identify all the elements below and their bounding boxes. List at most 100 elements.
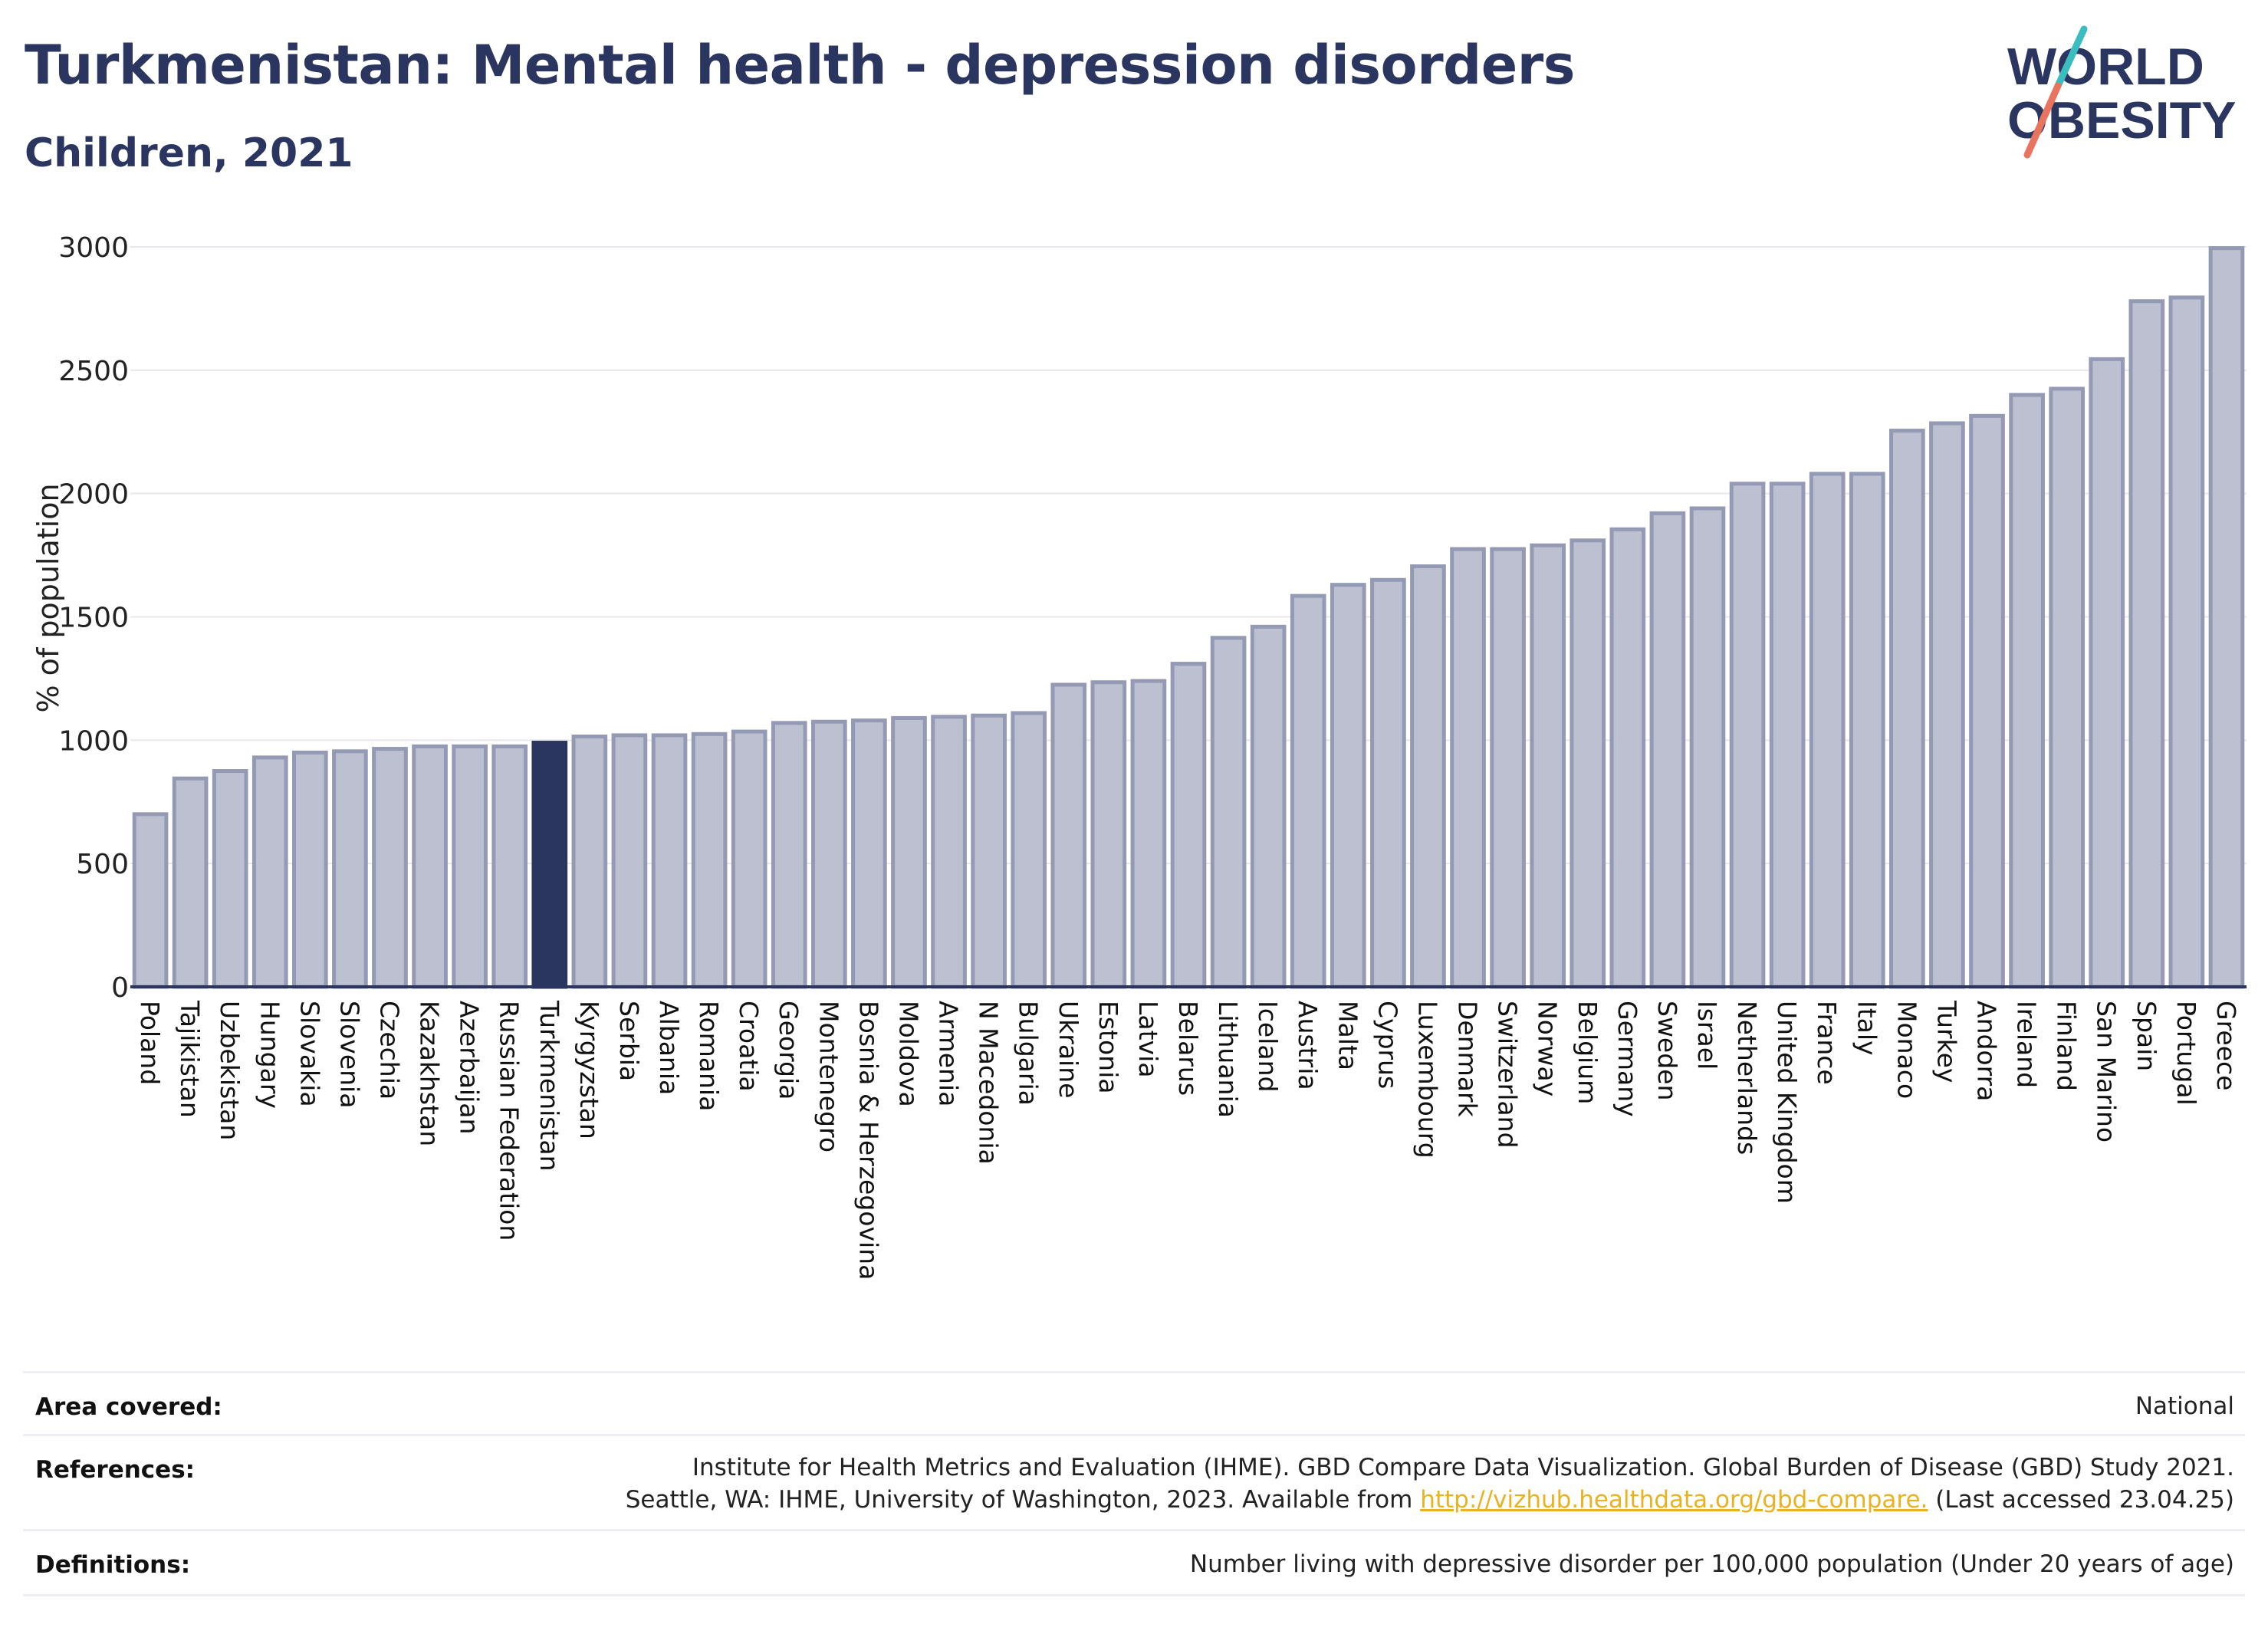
- x-tick-label: Malta: [1333, 1001, 1362, 1070]
- area-covered-label: Area covered:: [35, 1393, 222, 1421]
- bar-georgia: [771, 721, 807, 989]
- bar-serbia: [611, 733, 648, 989]
- bar-cyprus: [1370, 577, 1406, 989]
- x-tick-label: Albania: [654, 1001, 684, 1095]
- x-tick-label: San Marino: [2092, 1001, 2122, 1142]
- bar-spain: [2128, 299, 2165, 989]
- bar-bulgaria: [1011, 711, 1047, 989]
- bar-turkmenistan: [531, 741, 568, 989]
- references-text: Seattle, WA: IHME, University of Washing…: [625, 1486, 1421, 1514]
- y-tick-label: 3000: [58, 232, 129, 264]
- bar-azerbaijan: [452, 744, 488, 989]
- x-tick-label: Portugal: [2171, 1001, 2201, 1106]
- bar-turkey: [1929, 421, 1965, 989]
- x-tick-label: Lithuania: [1213, 1001, 1243, 1118]
- x-tick-label: Belgium: [1573, 1001, 1602, 1104]
- bar-uzbekistan: [212, 769, 248, 989]
- x-tick-label: Luxembourg: [1412, 1001, 1442, 1159]
- row-area-covered: Area covered: National: [23, 1371, 2245, 1436]
- x-tick-label: Hungary: [255, 1001, 284, 1109]
- x-tick-label: Greece: [2211, 1001, 2241, 1090]
- x-tick-label: France: [1812, 1001, 1842, 1085]
- bar-kazakhstan: [412, 744, 448, 989]
- x-tick-label: Italy: [1852, 1001, 1882, 1056]
- bar-united-kingdom: [1769, 482, 1806, 989]
- bar-malta: [1330, 583, 1366, 989]
- bar-germany: [1609, 527, 1646, 989]
- y-axis-label: % of population: [31, 483, 65, 712]
- x-tick-label: Bosnia & Herzegovina: [853, 1001, 883, 1280]
- x-tick-label: Armenia: [934, 1001, 964, 1106]
- references-line-2: Seattle, WA: IHME, University of Washing…: [626, 1484, 2234, 1516]
- x-tick-label: Sweden: [1652, 1001, 1682, 1100]
- bar-portugal: [2168, 295, 2205, 989]
- x-tick-label: Georgia: [774, 1001, 804, 1100]
- bar-chart: 0 500 1000 1500 2000 2500 3000 % of population…: [31, 232, 2247, 1280]
- bar-czechia: [372, 747, 408, 989]
- logo-slash-teal: [2054, 25, 2088, 90]
- x-tick-label: Estonia: [1093, 1001, 1123, 1093]
- bar-russian-federation: [491, 744, 528, 989]
- y-tick-label: 2000: [58, 479, 129, 511]
- bar-kyrgyzstan: [571, 735, 608, 989]
- bar-montenegro: [810, 719, 847, 989]
- x-tick-label: Slovakia: [294, 1001, 324, 1107]
- x-tick-label: Ireland: [2012, 1001, 2042, 1088]
- x-tick-label: Norway: [1533, 1001, 1563, 1096]
- bar-albania: [651, 733, 688, 989]
- bar-romania: [691, 732, 728, 989]
- bar-luxembourg: [1410, 564, 1446, 989]
- bar-greece: [2208, 246, 2245, 989]
- x-tick-label: Ukraine: [1053, 1001, 1083, 1098]
- x-tick-label: Andorra: [1972, 1001, 2002, 1101]
- definitions-label: Definitions:: [35, 1551, 191, 1579]
- x-tick-label: Latvia: [1133, 1001, 1163, 1077]
- bar-slovenia: [332, 749, 368, 989]
- x-tick-label: N Macedonia: [974, 1001, 1004, 1165]
- x-tick-label: Russian Federation: [495, 1001, 524, 1241]
- y-tick-label: 2500: [58, 356, 129, 387]
- bar-estonia: [1090, 680, 1127, 989]
- x-tick-label: Israel: [1692, 1001, 1722, 1070]
- row-references: References: Institute for Health Metrics…: [23, 1434, 2245, 1531]
- x-tick-label: Bulgaria: [1014, 1001, 1044, 1106]
- x-tick-label: Czechia: [374, 1001, 404, 1100]
- x-tick-label: Romania: [694, 1001, 724, 1111]
- x-tick-label: Turkey: [1931, 1000, 1961, 1083]
- logo-word-world: WORLD: [2007, 38, 2204, 96]
- x-tick-label: Slovenia: [334, 1001, 364, 1108]
- x-tick-label: Netherlands: [1732, 1001, 1762, 1155]
- bar-norway: [1530, 543, 1566, 989]
- bar-armenia: [931, 715, 967, 989]
- x-tick-label: Kazakhstan: [415, 1001, 445, 1146]
- bar-n-macedonia: [971, 713, 1007, 989]
- references-link[interactable]: http://vizhub.healthdata.org/gbd-compare…: [1420, 1486, 1928, 1514]
- x-tick-label: Switzerland: [1493, 1001, 1523, 1149]
- row-definitions: Definitions: Number living with depressi…: [23, 1529, 2245, 1596]
- x-tick-label: Azerbaijan: [455, 1001, 485, 1134]
- references-line-1: Institute for Health Metrics and Evaluat…: [692, 1454, 2234, 1481]
- y-tick-label: 500: [76, 849, 129, 880]
- bar-hungary: [251, 755, 288, 989]
- bar-belgium: [1570, 538, 1606, 989]
- bar-italy: [1849, 472, 1885, 989]
- bar-netherlands: [1729, 482, 1766, 989]
- bar-moldova: [891, 715, 927, 989]
- area-covered-value: National: [2135, 1392, 2234, 1420]
- bars: [132, 246, 2245, 989]
- x-tick-label: Cyprus: [1372, 1001, 1402, 1089]
- bar-monaco: [1889, 429, 1925, 989]
- y-axis-ticks: 0 500 1000 1500 2000 2500 3000: [58, 232, 129, 1004]
- bar-finland: [2049, 386, 2085, 989]
- logo-slash-coral: [2023, 82, 2062, 159]
- bar-san-marino: [2089, 357, 2125, 989]
- bar-slovakia: [292, 750, 328, 989]
- x-tick-label: Tajikistan: [175, 1000, 205, 1118]
- bar-tajikistan: [172, 776, 209, 989]
- references-label: References:: [35, 1456, 196, 1484]
- bar-andorra: [1969, 413, 2005, 989]
- x-tick-label: United Kingdom: [1772, 1001, 1802, 1204]
- x-tick-label: Denmark: [1453, 1001, 1483, 1118]
- x-axis-labels: Poland Tajikistan Uzbekistan Hungary Slovaki…: [135, 1000, 2241, 1280]
- references-value: Institute for Health Metrics and Evaluat…: [626, 1452, 2234, 1516]
